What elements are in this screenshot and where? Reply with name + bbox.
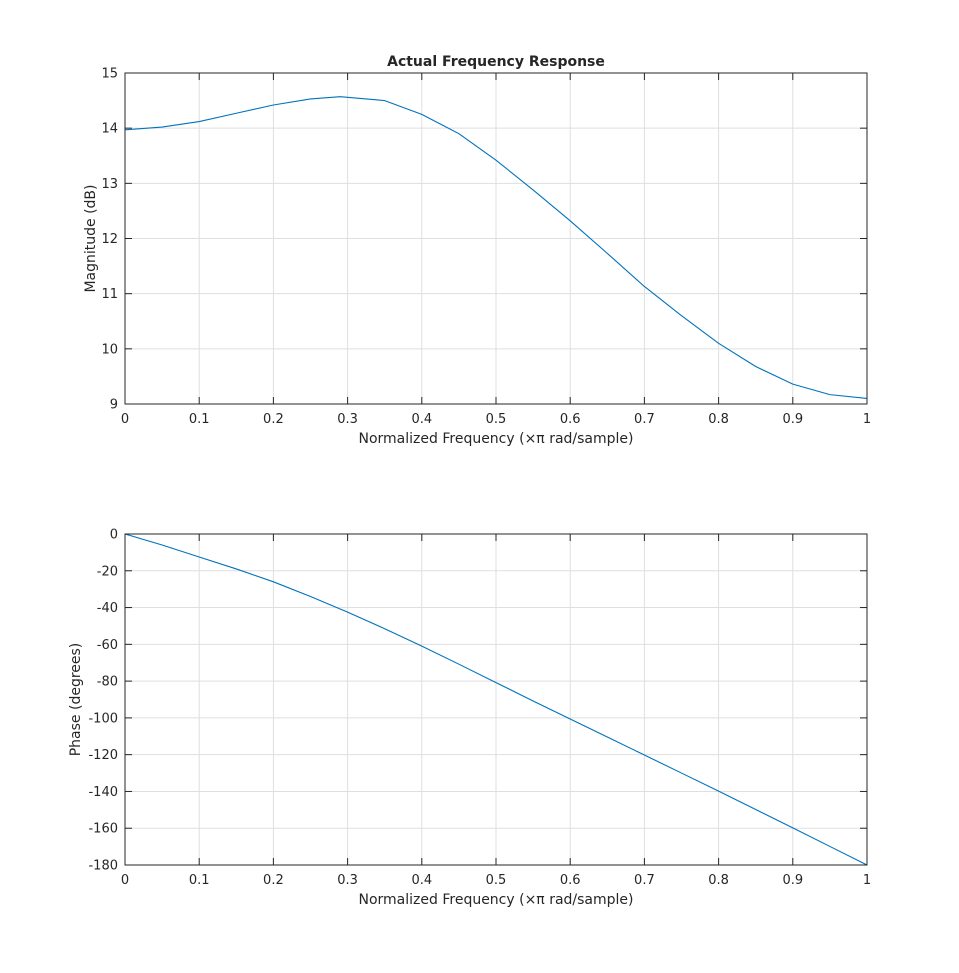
- phase-x-tick-label: 0.7: [634, 873, 655, 888]
- phase-x-tick-label: 0.6: [560, 873, 581, 888]
- phase-x-tick-label: 0.1: [189, 873, 210, 888]
- phase-y-tick-label: -120: [88, 748, 118, 763]
- magnitude-x-tick-label: 0.6: [560, 412, 581, 427]
- phase-y-tick-label: -140: [88, 785, 118, 800]
- magnitude-x-tick-label: 0.3: [337, 412, 358, 427]
- magnitude-y-tick-label: 13: [101, 177, 118, 192]
- magnitude-x-tick-label: 0.5: [486, 412, 507, 427]
- magnitude-x-tick-label: 0: [121, 412, 129, 427]
- magnitude-y-tick-label: 11: [101, 287, 118, 302]
- phase-y-tick-label: 0: [110, 528, 118, 543]
- magnitude-y-axis-label: Magnitude (dB): [83, 184, 99, 292]
- magnitude-x-tick-label: 0.2: [263, 412, 284, 427]
- phase-x-tick-label: 0.5: [486, 873, 507, 888]
- magnitude-x-tick-label: 0.8: [708, 412, 729, 427]
- magnitude-y-tick-label: 15: [101, 67, 118, 82]
- magnitude-x-tick-label: 0.9: [782, 412, 803, 427]
- magnitude-y-tick-label: 10: [101, 342, 118, 357]
- magnitude-x-axis-label: Normalized Frequency (×π rad/sample): [359, 431, 634, 447]
- phase-x-tick-label: 0.8: [708, 873, 729, 888]
- magnitude-series-line: [124, 96, 868, 400]
- phase-y-tick-label: -80: [97, 675, 118, 690]
- phase-x-tick-label: 0.2: [263, 873, 284, 888]
- phase-y-tick-label: -160: [88, 822, 118, 837]
- phase-plot: 0 0.1 0.2 0.3 0.4 0.5 0.6 0.7 0.8 0.9 1 -180 -160 -14…: [68, 528, 871, 909]
- magnitude-x-tick-label: 0.7: [634, 412, 655, 427]
- phase-x-tick-label: 0.3: [337, 873, 358, 888]
- magnitude-plot: 0 0.1 0.2 0.3 0.4 0.5 0.6 0.7 0.8 0.9 1 9 10 11 12 13 14…: [83, 54, 871, 447]
- magnitude-chart-title: Actual Frequency Response: [387, 54, 605, 70]
- magnitude-axes-frame: [124, 72, 868, 405]
- phase-y-tick-label: -100: [88, 711, 118, 726]
- phase-series-line: [124, 533, 868, 866]
- magnitude-y-tick-label: 9: [110, 398, 118, 413]
- phase-x-tick-label: 1: [863, 873, 871, 888]
- phase-x-tick-label: 0.4: [411, 873, 432, 888]
- phase-y-tick-label: -60: [97, 638, 118, 653]
- phase-y-tick-label: -180: [88, 859, 118, 874]
- magnitude-x-tick-label: 0.1: [189, 412, 210, 427]
- magnitude-y-tick-label: 14: [101, 122, 118, 137]
- phase-x-axis-label: Normalized Frequency (×π rad/sample): [359, 892, 634, 908]
- phase-x-tick-label: 0.9: [782, 873, 803, 888]
- phase-y-axis-label: Phase (degrees): [68, 643, 84, 757]
- magnitude-x-tick-label: 1: [863, 412, 871, 427]
- magnitude-y-tick-label: 12: [101, 232, 118, 247]
- phase-y-tick-label: -40: [97, 601, 118, 616]
- phase-axes-frame: [124, 533, 868, 866]
- phase-y-tick-label: -20: [97, 564, 118, 579]
- phase-x-tick-label: 0: [121, 873, 129, 888]
- magnitude-x-tick-label: 0.4: [411, 412, 432, 427]
